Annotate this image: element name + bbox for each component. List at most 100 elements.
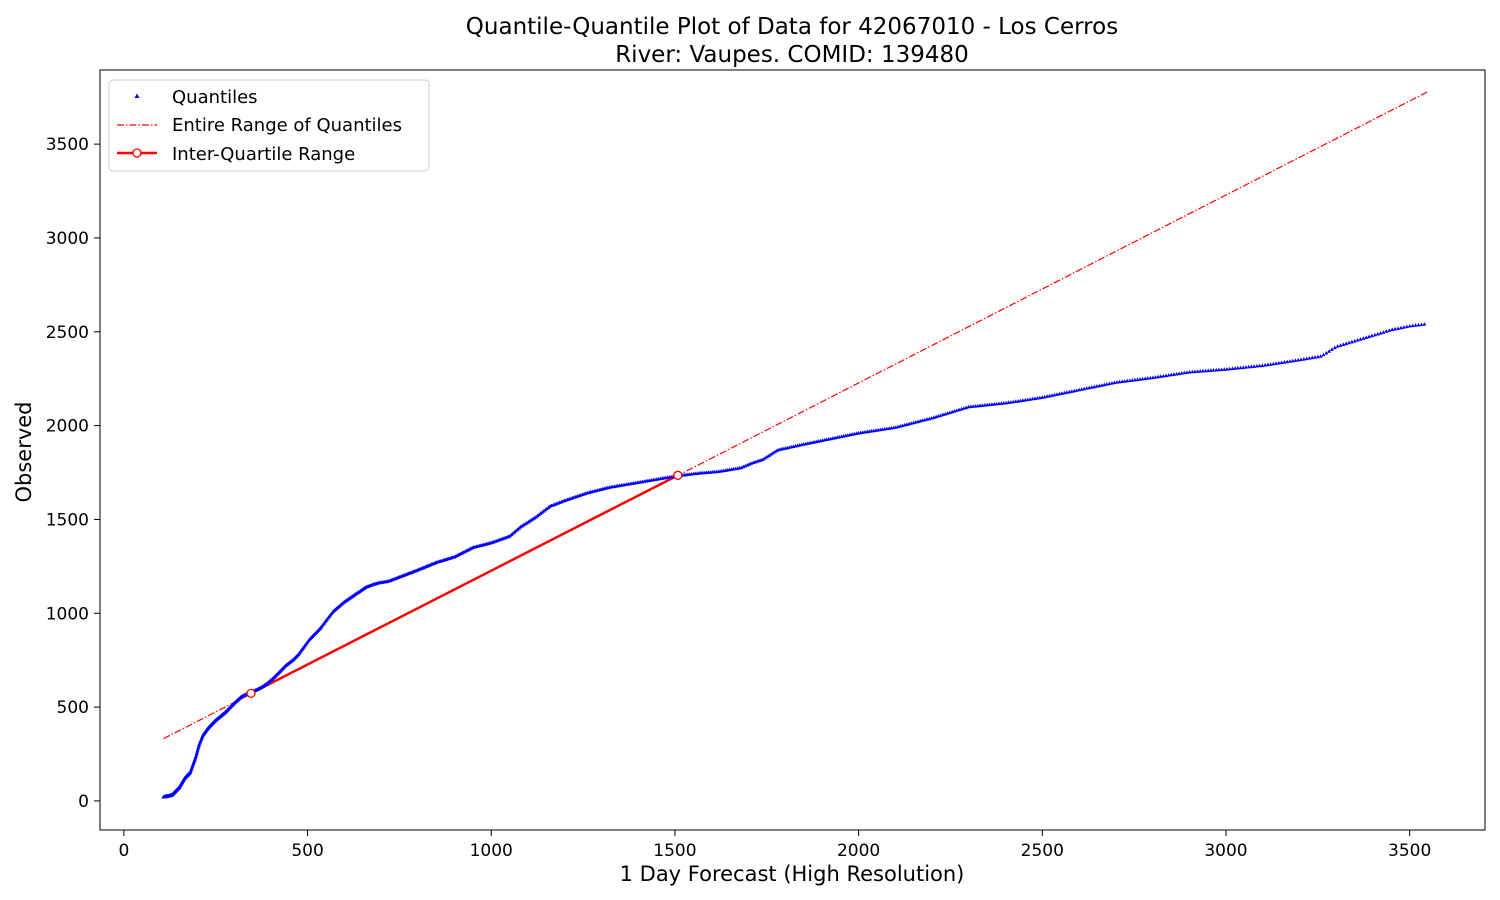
quantile-point [1344, 341, 1349, 346]
x-tick-label: 500 [291, 841, 323, 861]
quantile-point [1355, 338, 1360, 342]
quantile-point [1422, 322, 1427, 326]
quantile-point [1315, 354, 1320, 359]
quantile-point [1117, 379, 1122, 384]
y-tick-label: 3500 [46, 135, 89, 155]
quantile-point [1404, 324, 1409, 329]
quantile-point [1370, 333, 1374, 338]
x-tick-label: 1000 [470, 841, 513, 861]
quantile-point [1290, 358, 1295, 363]
quantile-point [1332, 345, 1337, 350]
plot-frame [99, 69, 1486, 831]
quantile-point [1393, 326, 1398, 331]
quantile-point [1169, 372, 1174, 377]
quantile-point [1193, 369, 1197, 374]
quantile-point [527, 518, 532, 523]
quantile-point [1282, 360, 1287, 364]
quantile-point [1260, 363, 1265, 367]
legend-box [108, 79, 430, 172]
quantile-point [520, 523, 525, 528]
quantile-point [1299, 357, 1303, 362]
quantile-point [1324, 350, 1329, 355]
quantile-point [1279, 360, 1284, 365]
iqr-endpoint-marker [246, 688, 256, 699]
quantile-point [1174, 371, 1179, 376]
x-tick-label: 0 [118, 841, 129, 861]
chart-subtitle: River: Vaupes. COMID: 139480 [615, 42, 969, 68]
quantile-point [1416, 322, 1421, 327]
quantile-point [1349, 339, 1354, 344]
x-tick-label: 3000 [1204, 841, 1247, 861]
y-tick-label: 1000 [46, 604, 89, 624]
quantile-point [1244, 365, 1248, 369]
quantile-point [1265, 362, 1270, 367]
quantile-point [1166, 373, 1171, 377]
quantile-point [767, 453, 772, 457]
quantile-markers [161, 322, 1427, 799]
quantile-point [1419, 322, 1424, 327]
quantile-point [1214, 367, 1219, 372]
quantile-point [1361, 336, 1366, 340]
quantile-point [1358, 337, 1363, 341]
quantile-point [524, 520, 529, 525]
quantile-point [1130, 378, 1135, 382]
quantile-point [761, 457, 766, 461]
quantile-point [1182, 370, 1187, 375]
quantile-point [1235, 365, 1240, 370]
quantile-point [1219, 367, 1224, 372]
quantile-point [1125, 378, 1130, 383]
quantile-point [1364, 335, 1369, 340]
quantile-point [1321, 352, 1326, 357]
legend-quantiles-label: Quantiles [172, 87, 258, 108]
x-tick-label: 2000 [837, 841, 880, 861]
quantile-point [1120, 379, 1125, 384]
quantile-point [1252, 364, 1257, 368]
quantile-point [1381, 330, 1386, 334]
quantile-point [1285, 359, 1290, 364]
quantile-point [1301, 356, 1306, 361]
quantile-point [1217, 367, 1221, 372]
quantile-point [1187, 369, 1192, 374]
quantile-point [1375, 331, 1380, 336]
quantile-point [1413, 323, 1418, 327]
quantile-point [1271, 361, 1276, 366]
quantile-point [1318, 354, 1323, 358]
plot-area [100, 70, 1485, 830]
quantile-point [1249, 364, 1254, 369]
quantile-point [1254, 363, 1259, 368]
quantile-point [773, 449, 778, 454]
quantile-point [1138, 377, 1142, 381]
quantile-point [1203, 368, 1208, 373]
y-axis-ticks: 0 500 1000 1500 2000 2500 3000 3500 [46, 135, 100, 812]
y-tick-label: 1500 [46, 510, 89, 530]
quantile-point [1399, 325, 1403, 330]
iqr-endpoint-marker [673, 470, 683, 480]
iqr-line [250, 474, 679, 695]
quantile-point [530, 516, 535, 521]
quantile-point [526, 519, 531, 524]
quantile-point [1401, 325, 1406, 329]
quantile-point [1238, 365, 1243, 370]
quantile-point [1347, 340, 1351, 345]
quantile-point [1246, 364, 1251, 369]
quantile-point [1387, 328, 1392, 332]
quantile-point [1145, 376, 1150, 380]
quantile-point [1135, 377, 1140, 382]
quantile-point [1313, 355, 1317, 359]
quantile-point [523, 521, 528, 526]
quantile-point [1372, 332, 1377, 337]
quantile-point [1274, 361, 1278, 365]
quantile-point [1133, 377, 1137, 382]
legend-iqr-marker [132, 148, 142, 158]
quantile-point [771, 450, 776, 455]
quantile-point [1335, 344, 1340, 348]
quantile-point [765, 454, 769, 459]
quantile-point [1198, 369, 1203, 373]
quantile-point [1209, 368, 1213, 372]
quantile-point [1233, 366, 1238, 370]
quantile-point [763, 455, 767, 460]
quantile-point [1164, 373, 1168, 378]
y-tick-label: 2500 [46, 323, 89, 343]
x-tick-label: 1500 [653, 841, 696, 861]
